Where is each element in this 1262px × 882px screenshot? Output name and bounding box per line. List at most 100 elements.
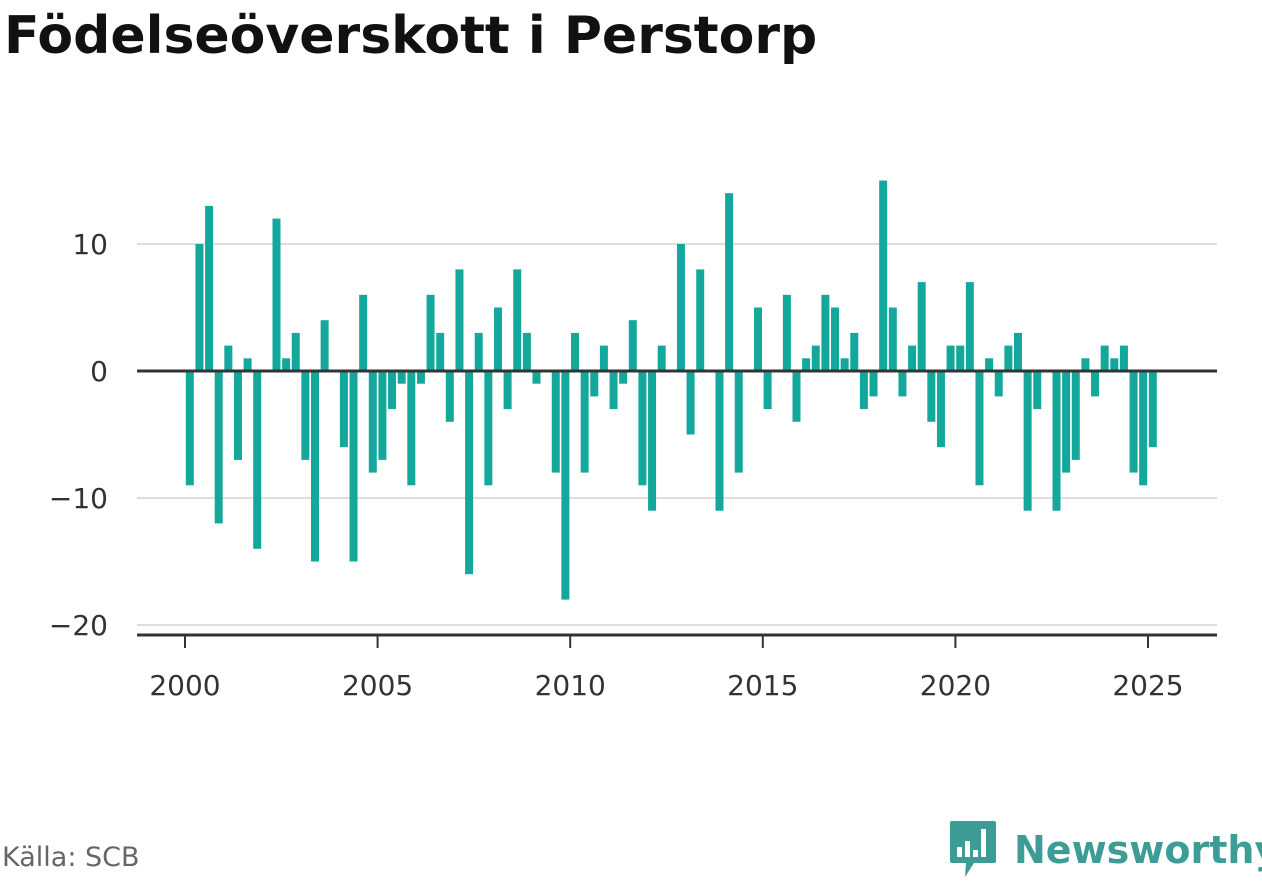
chart-title: Födelseöverskott i Perstorp — [4, 6, 818, 66]
bar — [474, 332, 483, 371]
bars — [185, 180, 1157, 600]
bar — [840, 358, 849, 371]
bar — [657, 345, 666, 371]
bar — [272, 218, 281, 371]
bar — [224, 345, 233, 371]
bar — [725, 193, 734, 371]
bar — [734, 371, 743, 473]
bar — [484, 371, 493, 486]
bar — [869, 371, 878, 397]
bar — [792, 371, 801, 422]
bar — [349, 371, 358, 562]
bar — [561, 371, 570, 600]
bar — [378, 371, 387, 460]
bar — [1091, 371, 1100, 397]
bar — [339, 371, 348, 448]
bar — [859, 371, 868, 410]
bar — [214, 371, 223, 524]
bar — [782, 294, 791, 371]
bar — [1062, 371, 1071, 473]
newsworthy-logo-icon — [950, 821, 996, 877]
bar — [811, 345, 820, 371]
bar — [436, 332, 445, 371]
x-tick-label: 2020 — [920, 669, 991, 702]
bar — [599, 345, 608, 371]
bar — [1129, 371, 1138, 473]
bar — [532, 371, 541, 384]
source-label: Källa: SCB — [2, 842, 140, 873]
bar — [185, 371, 194, 486]
bar — [195, 244, 204, 371]
y-tick-label: 10 — [72, 228, 108, 261]
bar — [1110, 358, 1119, 371]
bar — [1052, 371, 1061, 511]
bar — [580, 371, 589, 473]
bar — [879, 180, 888, 371]
bar — [407, 371, 416, 486]
bar — [715, 371, 724, 511]
bar — [946, 345, 955, 371]
x-tick-label: 2025 — [1112, 669, 1183, 702]
bar — [1023, 371, 1032, 511]
bar — [522, 332, 531, 371]
y-tick-label: 0 — [90, 355, 108, 388]
axes — [137, 369, 1217, 648]
bar — [763, 371, 772, 410]
tick-labels: 10 0 −10 −20 2000 2005 2010 2015 2020 2025 — [49, 228, 1184, 702]
bar — [831, 307, 840, 371]
bar — [936, 371, 945, 448]
bar — [445, 371, 454, 422]
bar — [465, 371, 474, 575]
bar — [917, 282, 926, 371]
bar — [426, 294, 435, 371]
bar — [975, 371, 984, 486]
bar — [368, 371, 377, 473]
x-tick-label: 2000 — [149, 669, 220, 702]
bar — [956, 345, 965, 371]
bar — [850, 332, 859, 371]
x-tick-label: 2010 — [535, 669, 606, 702]
bar — [455, 269, 464, 371]
bar — [994, 371, 1003, 397]
bar — [359, 294, 368, 371]
bar — [282, 358, 291, 371]
bar — [898, 371, 907, 397]
bar — [388, 371, 397, 410]
brand-name: Newsworthy — [1014, 828, 1262, 872]
bar — [686, 371, 695, 435]
bar — [676, 244, 685, 371]
bar — [1081, 358, 1090, 371]
bar — [233, 371, 242, 460]
bar — [205, 205, 214, 371]
bar — [397, 371, 406, 384]
bar — [628, 320, 637, 371]
bar — [1004, 345, 1013, 371]
bar — [965, 282, 974, 371]
bar — [1139, 371, 1148, 486]
bar — [985, 358, 994, 371]
bar — [1119, 345, 1128, 371]
bar — [927, 371, 936, 422]
bar — [243, 358, 252, 371]
bar — [416, 371, 425, 384]
bar — [638, 371, 647, 486]
bar — [301, 371, 310, 460]
bar — [503, 371, 512, 410]
bar — [1013, 332, 1022, 371]
bar — [311, 371, 320, 562]
bar — [493, 307, 502, 371]
x-tick-label: 2005 — [342, 669, 413, 702]
bar — [619, 371, 628, 384]
bar — [1071, 371, 1080, 460]
bar — [253, 371, 262, 549]
bar — [320, 320, 329, 371]
y-tick-label: −20 — [49, 609, 108, 642]
bar — [821, 294, 830, 371]
brand-logo: Newsworthy — [948, 818, 1262, 882]
bar — [888, 307, 897, 371]
x-tick-label: 2015 — [727, 669, 798, 702]
bar — [696, 269, 705, 371]
bar — [1148, 371, 1157, 448]
bar — [291, 332, 300, 371]
